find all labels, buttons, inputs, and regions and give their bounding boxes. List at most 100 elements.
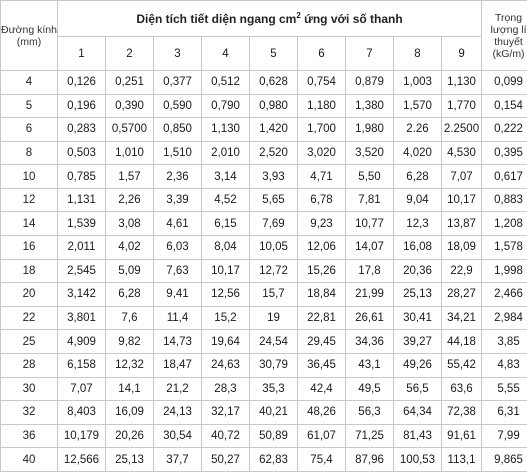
table-row: 30 7,07 14,1 21,2 28,3 35,3 42,4 49,5 56,5 63,6 5,… (0, 376, 527, 402)
area-cell: 9,41 (153, 282, 202, 307)
table-row: 5 0,196 0,390 0,590 0,790 0,980 1,180 1,380 1,57… (0, 93, 527, 119)
area-cell: 21,2 (153, 376, 202, 402)
area-cell: 2,520 (249, 140, 298, 166)
area-cell: 6,158 (57, 352, 106, 378)
area-cell: 12,32 (105, 352, 154, 378)
area-cell: 15,26 (297, 258, 346, 284)
area-cell: 1,420 (249, 117, 298, 142)
area-cell: 5,65 (249, 187, 298, 213)
area-cell: 0,251 (105, 70, 154, 95)
header-bar-count: 1 (57, 36, 106, 71)
area-cell: 11,4 (153, 305, 202, 331)
weight-cell: 6,31 (481, 400, 527, 425)
area-cell: 10,17 (440, 187, 483, 213)
area-cell: 28,3 (201, 376, 250, 402)
area-cell: 61,07 (297, 423, 346, 449)
area-cell: 1,003 (393, 70, 442, 95)
area-cell: 1,130 (440, 70, 483, 95)
area-cell: 50,27 (201, 447, 250, 472)
area-cell: 20,36 (393, 258, 442, 284)
area-cell: 0,850 (153, 117, 202, 142)
area-cell: 36,45 (297, 352, 346, 378)
area-cell: 2.26 (393, 117, 442, 142)
diameter-cell: 22 (0, 305, 58, 331)
area-cell: 71,25 (345, 423, 394, 449)
area-cell: 63,6 (440, 376, 483, 402)
area-cell: 72,38 (440, 400, 483, 425)
area-cell: 7,81 (345, 187, 394, 213)
area-cell: 10,179 (57, 423, 106, 449)
area-cell: 44,18 (440, 329, 483, 354)
area-cell: 1,180 (297, 93, 346, 119)
area-cell: 30,79 (249, 352, 298, 378)
area-cell: 1,010 (105, 140, 154, 166)
area-cell: 0,790 (201, 93, 250, 119)
table-row: 4 0,126 0,251 0,377 0,512 0,628 0,754 0,879 1,00… (0, 70, 527, 95)
area-cell: 0,980 (249, 93, 298, 119)
area-cell: 34,21 (440, 305, 483, 331)
area-cell: 0,512 (201, 70, 250, 95)
area-cell: 0,377 (153, 70, 202, 95)
diameter-cell: 30 (0, 376, 58, 402)
weight-cell: 0,617 (481, 164, 527, 189)
weight-cell: 1,208 (481, 211, 527, 237)
weight-cell: 2,984 (481, 305, 527, 331)
area-cell: 0,628 (249, 70, 298, 95)
area-cell: 25,13 (105, 447, 154, 472)
area-cell: 10,05 (249, 235, 298, 260)
area-cell: 15,2 (201, 305, 250, 331)
header-unit-weight: Trọng lượng lí thuyết (kG/m) (481, 0, 527, 71)
area-cell: 34,36 (345, 329, 394, 354)
area-cell: 40,72 (201, 423, 250, 449)
area-cell: 7,6 (105, 305, 154, 331)
area-cell: 0,785 (57, 164, 106, 189)
area-cell: 3,801 (57, 305, 106, 331)
area-cell: 1,380 (345, 93, 394, 119)
diameter-cell: 40 (0, 447, 58, 472)
area-cell: 6,03 (153, 235, 202, 260)
table-row: 18 2,545 5,09 7,63 10,17 12,72 15,26 17,8 20,36 2… (0, 258, 527, 284)
area-cell: 100,53 (393, 447, 442, 472)
header-cross-section-area: Diện tích tiết diện ngang cm2 ứng với số… (56, 0, 483, 37)
area-cell: 4,020 (393, 140, 442, 166)
area-cell: 7,07 (440, 164, 483, 189)
area-cell: 87,96 (345, 447, 394, 472)
area-cell: 49,26 (393, 352, 442, 378)
area-cell: 18,09 (440, 235, 483, 260)
table-row: 22 3,801 7,6 11,4 15,2 19 22,81 26,61 30,41 34,21… (0, 305, 527, 331)
diameter-cell: 4 (0, 70, 58, 95)
area-cell: 1,131 (57, 187, 106, 213)
area-cell: 3,14 (201, 164, 250, 189)
area-cell: 2,010 (201, 140, 250, 166)
area-cell: 1,130 (201, 117, 250, 142)
area-cell: 50,89 (249, 423, 298, 449)
header-bar-count: 4 (201, 36, 250, 71)
area-cell: 81,43 (393, 423, 442, 449)
area-cell: 19,64 (201, 329, 250, 354)
area-cell: 3,39 (153, 187, 202, 213)
area-cell: 48,26 (297, 400, 346, 425)
area-cell: 75,4 (297, 447, 346, 472)
diameter-cell: 16 (0, 235, 58, 260)
area-cell: 13,87 (440, 211, 483, 237)
diameter-cell: 6 (0, 117, 58, 142)
area-cell: 6,28 (105, 282, 154, 307)
area-cell: 0,5700 (105, 117, 154, 142)
table-row: 6 0,283 0,5700 0,850 1,130 1,420 1,700 1,980 2.2… (0, 117, 527, 142)
table-row: 16 2,011 4,02 6,03 8,04 10,05 12,06 14,07 16,08 1… (0, 235, 527, 260)
area-cell: 9,23 (297, 211, 346, 237)
area-cell: 7,69 (249, 211, 298, 237)
weight-cell: 2,466 (481, 282, 527, 307)
area-cell: 8,04 (201, 235, 250, 260)
area-cell: 22,81 (297, 305, 346, 331)
area-cell: 21,99 (345, 282, 394, 307)
area-cell: 0,196 (57, 93, 106, 119)
area-cell: 5,09 (105, 258, 154, 284)
area-cell: 55,42 (440, 352, 483, 378)
area-cell: 5,50 (345, 164, 394, 189)
diameter-cell: 28 (0, 352, 58, 378)
area-cell: 2,26 (105, 187, 154, 213)
area-cell: 4,71 (297, 164, 346, 189)
header-bar-count: 3 (153, 36, 202, 71)
